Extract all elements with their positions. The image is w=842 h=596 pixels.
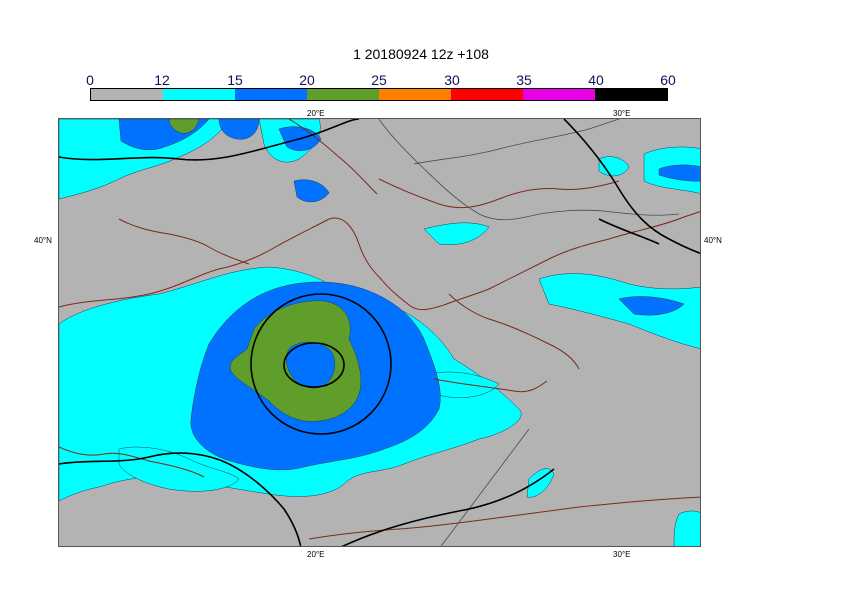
colorbar-segment-40-60 [595, 89, 667, 100]
colorbar-segment-12-15 [163, 89, 235, 100]
lon-label-bottom-20e: 20°E [307, 550, 325, 559]
map-canvas [59, 119, 700, 546]
colorbar-segment-0-12 [91, 89, 163, 100]
lon-label-top-30e: 30°E [613, 109, 631, 118]
colorbar-segment-35-40 [523, 89, 595, 100]
colorbar-tick-label: 40 [588, 72, 604, 88]
colorbar-tick-label: 0 [86, 72, 94, 88]
pressure-contours [59, 119, 700, 546]
colorbar-segment-15-20 [235, 89, 307, 100]
country-borders [378, 119, 680, 546]
colorbar-tick-label: 60 [660, 72, 676, 88]
colorbar-tick-label: 25 [371, 72, 387, 88]
colorbar-tick-label: 35 [516, 72, 532, 88]
colorbar-segment-20-25 [307, 89, 379, 100]
colorbar-segment-30-35 [451, 89, 523, 100]
lat-label-right-40n: 40°N [704, 236, 722, 245]
colorbar-tick-label: 15 [227, 72, 243, 88]
colorbar [90, 88, 668, 101]
colorbar-tick-label: 20 [299, 72, 315, 88]
colorbar-segment-25-30 [379, 89, 451, 100]
lon-label-bottom-30e: 30°E [613, 550, 631, 559]
colorbar-tick-label: 30 [444, 72, 460, 88]
coastlines [59, 119, 700, 540]
colorbar-tick-label: 12 [154, 72, 170, 88]
map-title: 1 20180924 12z +108 [353, 46, 489, 62]
forecast-map [58, 118, 701, 547]
lat-label-left-40n: 40°N [34, 236, 52, 245]
lon-label-top-20e: 20°E [307, 109, 325, 118]
